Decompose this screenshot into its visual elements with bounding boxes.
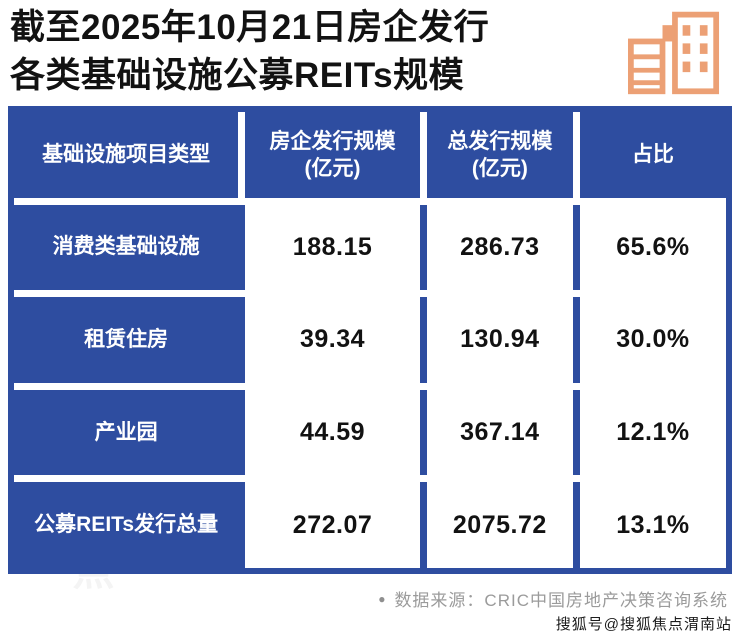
row-type-cell: 产业园 bbox=[14, 389, 239, 476]
total-scale-cell: 2075.72 bbox=[419, 482, 573, 568]
reits-table: 基础设施项目类型 房企发行规模 (亿元) 总发行规模 (亿元) 占比 消费类基础… bbox=[8, 106, 732, 574]
column-header-issuer-scale: 房企发行规模 (亿元) bbox=[238, 112, 420, 198]
issuer-scale-cell: 39.34 bbox=[238, 297, 420, 383]
data-source-text: 数据来源：CRIC中国房地产决策咨询系统 bbox=[394, 591, 728, 610]
share-cell: 12.1% bbox=[572, 389, 726, 476]
data-source-line: ● 数据来源：CRIC中国房地产决策咨询系统 bbox=[378, 586, 728, 611]
issuer-scale-cell: 188.15 bbox=[238, 204, 420, 291]
column-header-label: 总发行规模 bbox=[447, 129, 553, 153]
table-header-row: 基础设施项目类型 房企发行规模 (亿元) 总发行规模 (亿元) 占比 bbox=[14, 112, 726, 198]
issuer-scale-cell: 44.59 bbox=[238, 389, 420, 476]
table-row: 消费类基础设施 188.15 286.73 65.6% bbox=[14, 204, 726, 291]
column-header-label: 房企发行规模 bbox=[269, 129, 396, 153]
share-cell: 30.0% bbox=[572, 297, 726, 383]
bullet-icon: ● bbox=[378, 591, 387, 606]
issuer-scale-cell: 272.07 bbox=[238, 482, 420, 568]
buildings-icon bbox=[624, 6, 724, 98]
share-cell: 13.1% bbox=[572, 482, 726, 568]
column-header-unit: (亿元) bbox=[471, 156, 528, 180]
column-header-share: 占比 bbox=[572, 112, 726, 198]
column-header-unit: (亿元) bbox=[304, 156, 361, 180]
row-type-cell: 公募REITs发行总量 bbox=[14, 482, 239, 568]
column-header-project-type: 基础设施项目类型 bbox=[14, 112, 239, 198]
table-row: 产业园 44.59 367.14 12.1% bbox=[14, 389, 726, 476]
total-scale-cell: 286.73 bbox=[419, 204, 573, 291]
row-type-cell: 消费类基础设施 bbox=[14, 204, 239, 291]
share-cell: 65.6% bbox=[572, 204, 726, 291]
column-header-label: 占比 bbox=[631, 143, 674, 167]
publisher-credit: 搜狐号@搜狐焦点渭南站 bbox=[555, 616, 732, 633]
total-scale-cell: 130.94 bbox=[419, 297, 573, 383]
title-line-1: 截至2025年10月21日房企发行 bbox=[10, 8, 490, 47]
table-row: 租赁住房 39.34 130.94 30.0% bbox=[14, 297, 726, 383]
column-header-label: 基础设施项目类型 bbox=[42, 143, 211, 167]
row-type-cell: 租赁住房 bbox=[14, 297, 239, 383]
page-title: 截至2025年10月21日房企发行 各类基础设施公募REITs规模 bbox=[10, 4, 620, 100]
title-line-2: 各类基础设施公募REITs规模 bbox=[10, 56, 465, 95]
total-scale-cell: 367.14 bbox=[419, 389, 573, 476]
column-header-total-scale: 总发行规模 (亿元) bbox=[419, 112, 573, 198]
table-row-total: 公募REITs发行总量 272.07 2075.72 13.1% bbox=[14, 482, 726, 568]
